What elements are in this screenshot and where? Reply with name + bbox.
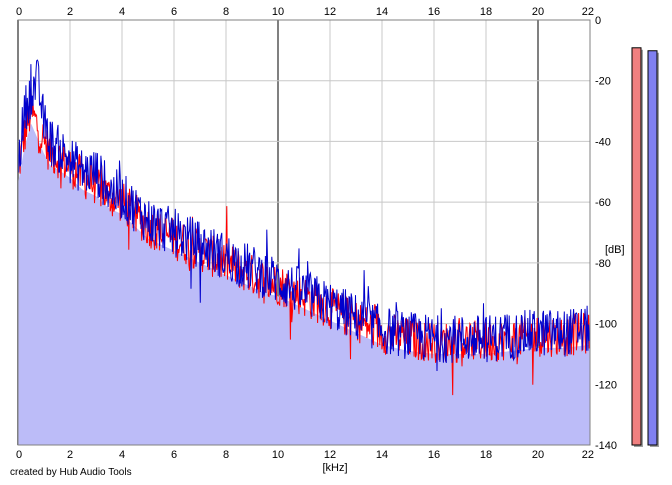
level-meter-left [631,47,642,446]
y-tick-label: -40 [595,136,611,148]
x-tick-label-bottom: 18 [480,449,492,461]
y-axis-label: [dB] [605,244,625,256]
x-tick-label-bottom: 20 [532,449,544,461]
x-tick-label-top: 18 [480,6,492,18]
x-tick-label-bottom: 16 [428,449,440,461]
x-tick-label-top: 0 [16,6,22,18]
y-tick-label: -120 [595,379,617,391]
series-right-line [17,59,591,372]
x-tick-label-bottom: 4 [119,449,125,461]
x-tick-label-bottom: 2 [67,449,73,461]
x-tick-label-bottom: 0 [16,449,22,461]
spectrum-fill [18,123,590,445]
x-tick-label-top: 10 [272,6,284,18]
x-tick-label-top: 16 [428,6,440,18]
y-tick-label: -20 [595,76,611,88]
x-axis-label: [kHz] [322,462,347,474]
plot-frame [17,19,591,446]
x-tick-label-bottom: 14 [376,449,388,461]
x-tick-label-bottom: 8 [223,449,229,461]
y-tick-label: -60 [595,197,611,209]
x-tick-label-bottom: 10 [272,449,284,461]
x-tick-label-top: 22 [582,6,594,18]
y-tick-label: -140 [595,440,617,452]
x-tick-label-bottom: 22 [582,449,594,461]
x-tick-label-top: 4 [119,6,125,18]
x-tick-label-top: 12 [324,6,336,18]
credit-text: created by Hub Audio Tools [10,467,132,478]
x-tick-label-top: 8 [223,6,229,18]
x-tick-label-top: 20 [532,6,544,18]
level-meter-right [647,50,658,446]
x-tick-label-top: 14 [376,6,388,18]
x-tick-label-bottom: 12 [324,449,336,461]
y-tick-label: -80 [595,258,611,270]
x-tick-label-top: 6 [171,6,177,18]
x-tick-label-top: 2 [67,6,73,18]
x-tick-label-bottom: 6 [171,449,177,461]
y-tick-label: -100 [595,319,617,331]
y-tick-label: 0 [595,15,601,27]
